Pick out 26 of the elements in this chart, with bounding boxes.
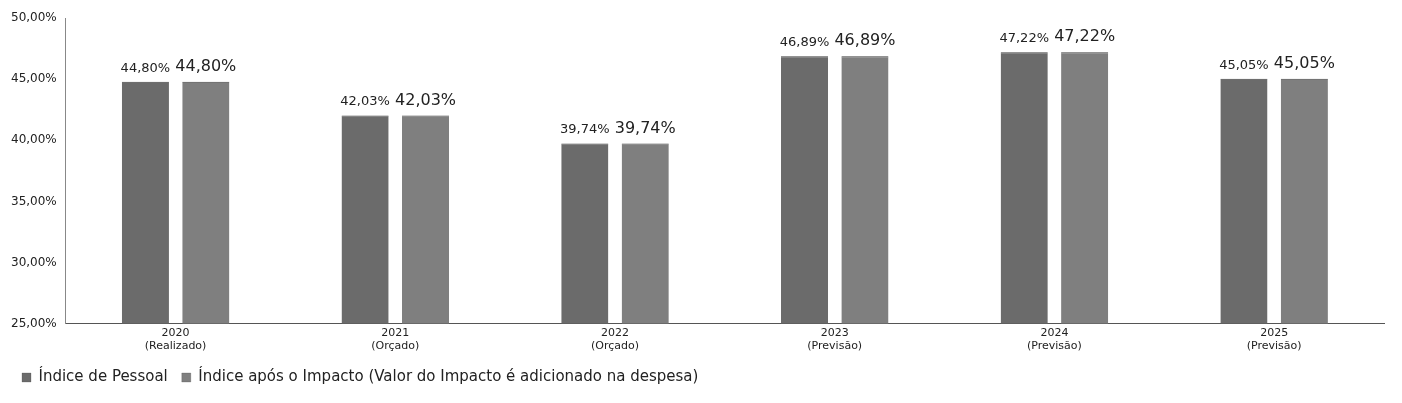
y-tick-label: 25,00% (10, 315, 57, 330)
y-tick-label: 50,00% (10, 10, 57, 25)
data-label: 47,22% (1054, 26, 1116, 46)
data-label: 44,80% (120, 59, 171, 75)
data-label: 45,05% (1219, 56, 1269, 72)
x-tick-label: 2023 (Previsão) (807, 326, 863, 353)
data-label: 47,22% (999, 30, 1050, 46)
data-label: 46,89% (779, 34, 830, 50)
data-label: 46,89% (834, 30, 896, 50)
x-tick-label: 2020 (Realizado) (144, 326, 207, 353)
x-tick-label: 2022 (Orçado) (591, 326, 640, 353)
data-label: 42,03% (340, 93, 390, 109)
x-tick-label: 2021 (Orçado) (371, 326, 420, 353)
y-tick-label: 35,00% (10, 193, 57, 208)
data-label: 42,03% (395, 89, 457, 109)
y-tick-label: 45,00% (10, 71, 57, 86)
data-label: 39,74% (614, 117, 676, 137)
data-label: 45,05% (1273, 52, 1335, 72)
x-tick-label: 2024 (Previsão) (1027, 326, 1082, 353)
data-label: 44,80% (175, 55, 237, 75)
legend-label: Índice de Pessoal (38, 366, 168, 386)
y-tick-label: 40,00% (10, 132, 57, 147)
legend-label: Índice após o Impacto (Valor do Impacto é adicionado na despesa) (198, 366, 699, 386)
x-tick-label: 2025 (Previsão) (1246, 326, 1302, 353)
y-tick-label: 30,00% (10, 254, 57, 269)
data-label: 39,74% (560, 121, 610, 137)
